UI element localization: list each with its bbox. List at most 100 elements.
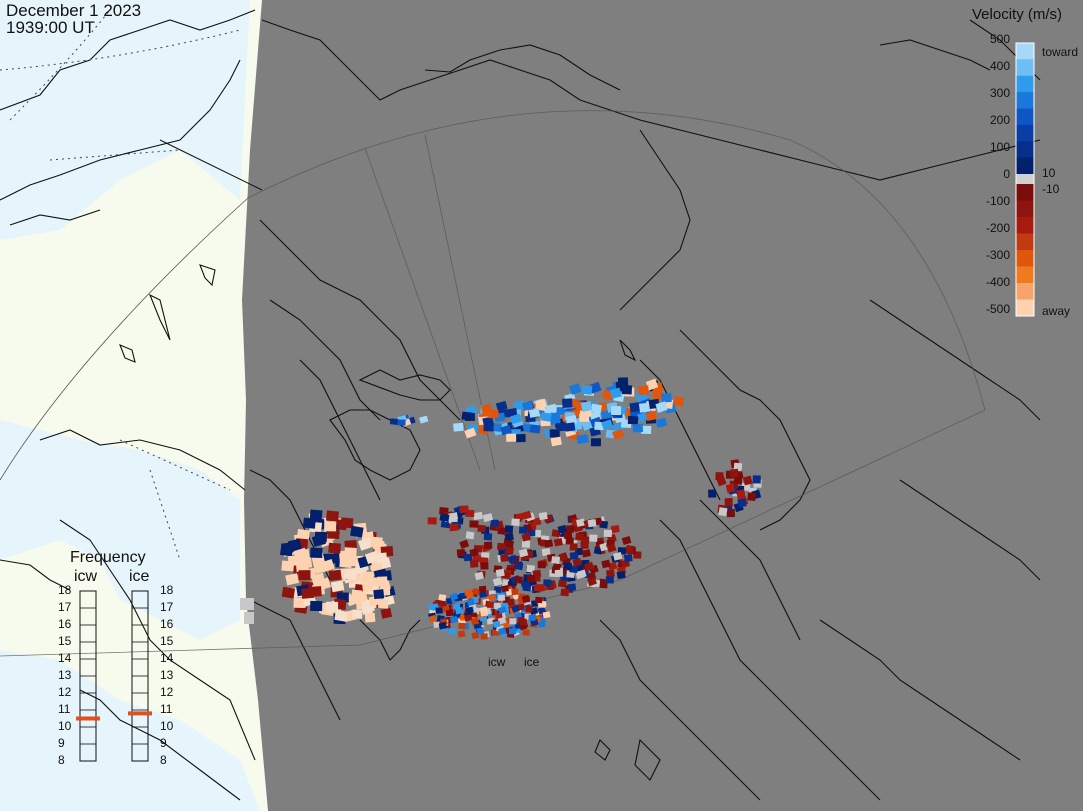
radar-scatter-cell	[479, 591, 487, 598]
frequency-tick-label: 17	[58, 600, 72, 614]
day-ocean-2	[0, 420, 240, 640]
radar-scatter-cell	[490, 519, 499, 527]
radar-scatter	[240, 377, 762, 640]
radar-scatter-cell	[478, 585, 487, 593]
radar-scatter-cell	[364, 612, 376, 623]
radar-scatter-cell	[522, 583, 532, 592]
radar-scatter-cell	[556, 422, 567, 432]
radar-scatter-cell	[505, 539, 514, 548]
frequency-tick-label: 10	[160, 719, 174, 733]
radar-scatter-cell	[521, 532, 532, 542]
radar-scatter-cell	[497, 594, 506, 602]
radar-scatter-cell	[655, 417, 668, 428]
radar-scatter-cell	[361, 603, 374, 615]
radar-scatter-cell	[515, 434, 526, 443]
radar-scatter-cell	[464, 427, 477, 439]
radar-scatter-cell	[565, 525, 575, 533]
radar-scatter-cell	[428, 614, 437, 623]
velocity-tick-label: 400	[989, 59, 1010, 73]
radar-scatter-cell	[567, 583, 577, 592]
radar-scatter-cell	[522, 629, 530, 636]
grid-arc-day	[0, 197, 249, 481]
radar-scatter-cell	[477, 524, 486, 533]
frequency-tick-label: 16	[58, 617, 72, 631]
radar-scatter-cell	[538, 511, 548, 521]
radar-scatter-cell	[453, 603, 461, 610]
radar-scatter-cell	[611, 406, 622, 416]
radar-scatter-cell	[281, 560, 295, 572]
velocity-tick-label: 100	[989, 140, 1010, 154]
radar-scatter-cell	[328, 542, 341, 554]
radar-scatter-cell	[474, 571, 484, 581]
radar-scatter-cell	[525, 605, 533, 613]
radar-scatter-cell	[482, 416, 494, 427]
frequency-tick-label: 11	[58, 702, 71, 716]
velocity-tick-label: 500	[989, 32, 1010, 46]
velocity-near-zero-pos: 10	[1042, 166, 1056, 180]
velocity-bar-away-segment	[1016, 266, 1034, 284]
radar-scatter-cell	[325, 510, 339, 522]
radar-scatter-cell	[352, 609, 363, 619]
velocity-bar-away-segment	[1016, 200, 1034, 218]
velocity-bar-toward-segment	[1016, 75, 1034, 93]
radar-scatter-cell	[601, 559, 611, 569]
radar-scatter-cell	[435, 607, 443, 614]
radar-scatter-cell	[449, 615, 459, 624]
radar-scatter-cell	[486, 617, 495, 625]
radar-scatter-cell	[581, 536, 590, 544]
radar-scatter-cell	[397, 419, 406, 426]
frequency-title: Frequency	[70, 549, 146, 566]
radar-scatter-cell	[522, 401, 534, 412]
radar-scatter-cell	[469, 560, 479, 568]
radar-scatter-cell	[483, 532, 493, 541]
radar-scatter-cell	[506, 433, 517, 442]
radar-scatter-cell	[484, 541, 493, 549]
radar-scatter-cell	[419, 415, 429, 424]
radar-label-ice: ice	[524, 655, 540, 669]
radar-scatter-cell	[293, 547, 309, 562]
radar-scatter-cell	[563, 562, 572, 571]
radar-scatter-cell	[565, 537, 574, 545]
velocity-tick-label: 200	[989, 113, 1010, 127]
radar-scatter-cell	[427, 517, 437, 525]
radar-scatter-cell	[564, 422, 576, 432]
frequency-tick-label: 8	[58, 753, 65, 767]
velocity-bar-toward-segment	[1016, 124, 1034, 142]
frequency-tick-label: 12	[58, 685, 72, 699]
radar-scatter-cell	[240, 598, 254, 610]
radar-scatter-cell	[587, 576, 597, 587]
frequency-scale-icw-name: icw	[74, 568, 98, 585]
frequency-tick-label: 18	[160, 583, 174, 597]
radar-scatter-cell	[651, 389, 665, 402]
frequency-tick-label: 15	[58, 634, 72, 648]
radar-scatter-cell	[606, 569, 615, 578]
radar-scatter-cell	[581, 549, 591, 558]
radar-scatter-cell	[541, 548, 551, 557]
radar-scatter-cell	[572, 557, 582, 567]
frequency-tick-label: 9	[160, 736, 167, 750]
radar-scatter-cell	[511, 604, 520, 613]
radar-scatter-cell	[560, 588, 570, 597]
radar-scatter-cell	[514, 561, 524, 571]
radar-scatter-cell	[638, 385, 649, 396]
frequency-marker	[128, 711, 152, 716]
radar-scatter-cell	[285, 573, 300, 586]
radar-scatter-cell	[568, 383, 582, 395]
radar-scatter-cell	[537, 561, 546, 569]
radar-scatter-cell	[449, 523, 459, 532]
radar-scatter-cell	[553, 538, 563, 547]
velocity-tick-label: -400	[985, 275, 1010, 289]
radar-scatter-cell	[627, 415, 639, 425]
radar-scatter-cell	[498, 606, 507, 615]
radar-scatter-cell	[752, 475, 761, 484]
radar-scatter-cell	[528, 614, 536, 621]
radar-scatter-cell	[330, 580, 345, 593]
radar-scatter-cell	[380, 607, 393, 619]
radar-scatter-cell	[577, 569, 587, 579]
radar-scatter-cell	[465, 606, 474, 614]
radar-scatter-cell	[590, 403, 602, 414]
velocity-bar-away-segment	[1016, 299, 1034, 317]
radar-scatter-cell	[549, 429, 560, 438]
radar-scatter-cell	[535, 596, 543, 604]
radar-scatter-cell	[487, 594, 497, 602]
